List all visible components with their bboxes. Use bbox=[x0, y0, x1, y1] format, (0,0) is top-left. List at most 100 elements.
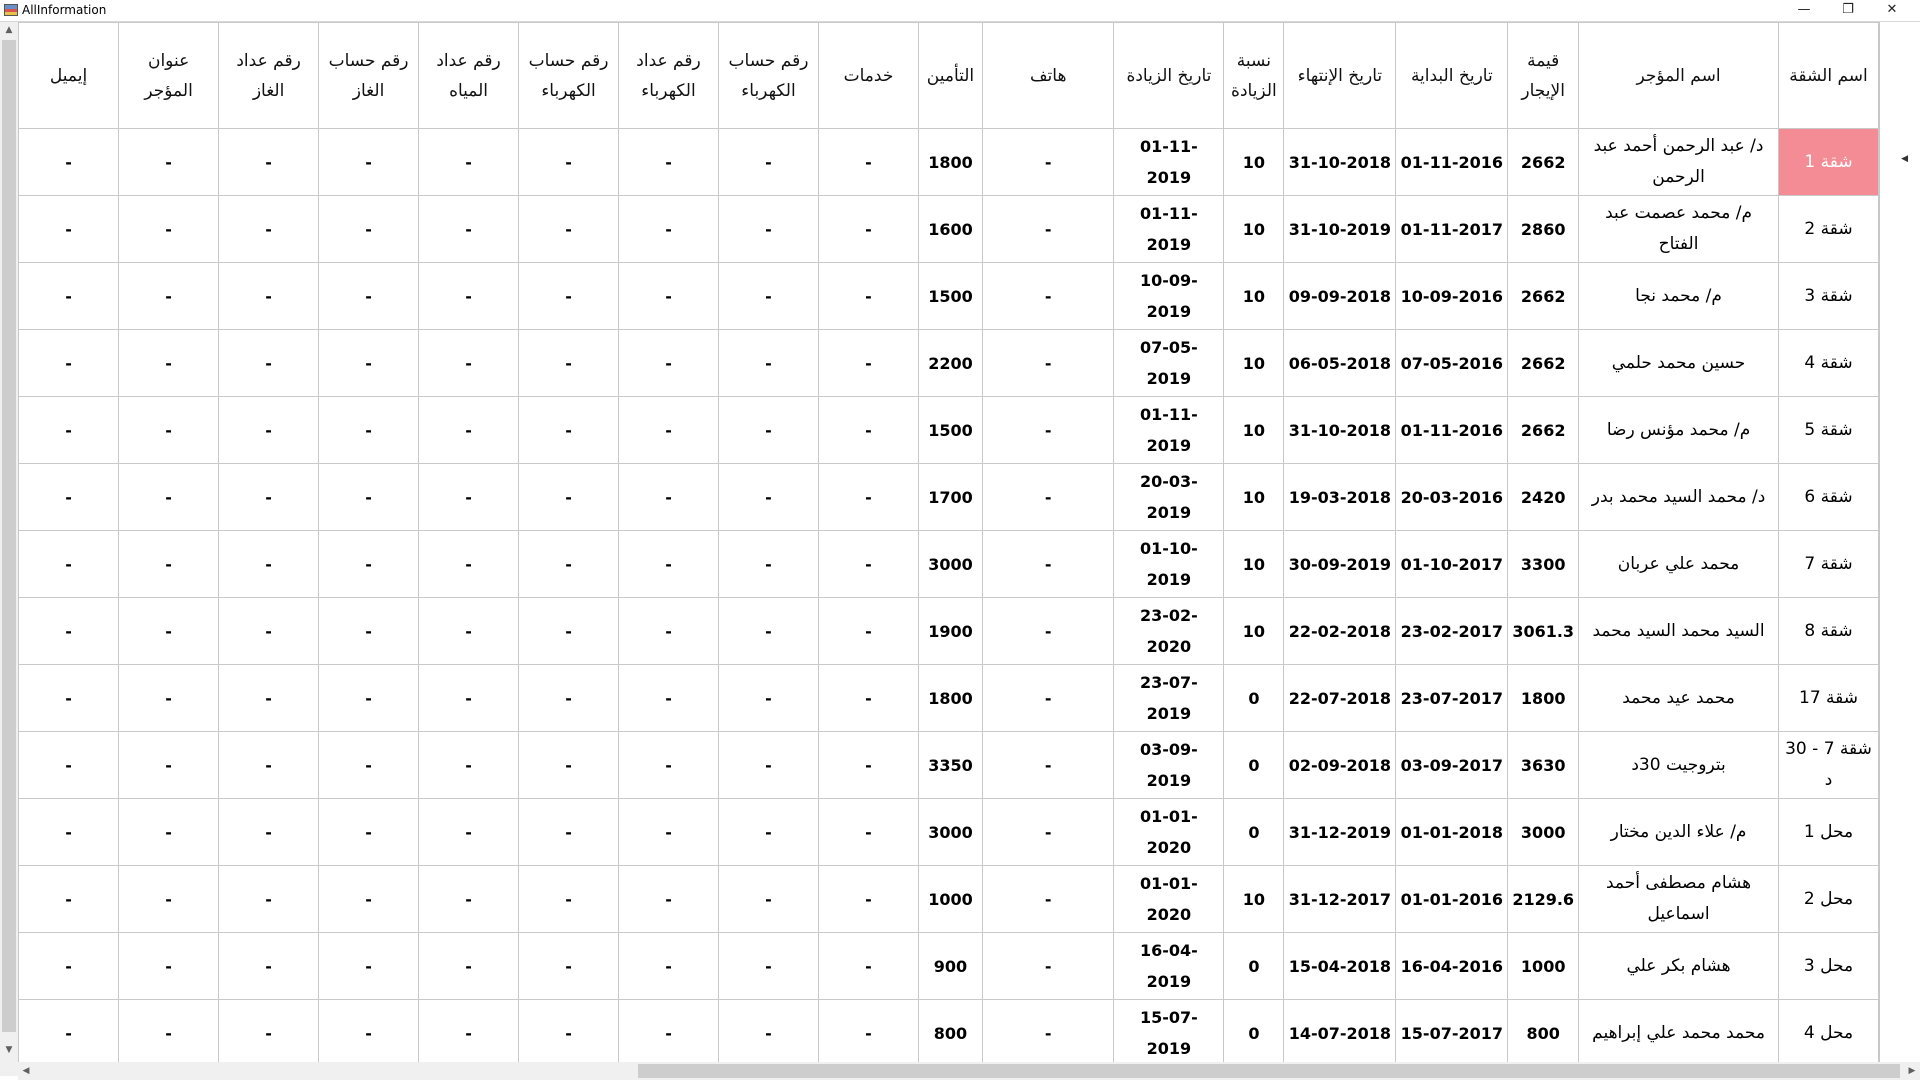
table-cell[interactable]: - bbox=[118, 262, 220, 330]
table-cell[interactable]: - bbox=[118, 664, 220, 732]
column-header[interactable]: رقم عداد المياه bbox=[418, 22, 520, 129]
table-row[interactable]: محل 1 م/ علاء الدين مختار 3000 01-01-2018 31… bbox=[18, 798, 1879, 866]
table-cell[interactable]: - bbox=[218, 195, 320, 263]
table-cell[interactable]: - bbox=[518, 262, 620, 330]
table-cell[interactable]: محمد محمد علي إبراهيم bbox=[1578, 999, 1780, 1062]
column-header[interactable]: رقم عداد الكهرباء bbox=[618, 22, 719, 129]
table-row[interactable]: محل 2 هشام مصطفى أحمد اسماعيل 2129.6 01-01-… bbox=[18, 865, 1879, 933]
table-cell[interactable]: - bbox=[518, 329, 620, 397]
table-cell[interactable]: شقة 1 bbox=[1778, 128, 1879, 196]
table-cell[interactable]: - bbox=[618, 396, 719, 464]
table-cell[interactable]: - bbox=[618, 128, 719, 196]
table-cell[interactable]: - bbox=[18, 865, 120, 933]
table-cell[interactable]: م/ محمد نجا bbox=[1578, 262, 1780, 330]
table-cell[interactable]: 0 bbox=[1223, 664, 1285, 732]
table-cell[interactable]: 10 bbox=[1223, 195, 1285, 263]
close-button[interactable]: ✕ bbox=[1886, 2, 1898, 17]
scroll-down-icon[interactable]: ▼ bbox=[5, 1045, 13, 1055]
table-cell[interactable]: 01-01-2016 bbox=[1395, 865, 1509, 933]
table-cell[interactable]: شقة 6 bbox=[1778, 463, 1879, 531]
column-header[interactable]: رقم عداد الغاز bbox=[218, 22, 320, 129]
table-cell[interactable]: - bbox=[318, 999, 420, 1062]
table-cell[interactable]: - bbox=[218, 396, 320, 464]
table-cell[interactable]: 16-04-2019 bbox=[1113, 932, 1225, 1000]
table-cell[interactable]: - bbox=[418, 664, 520, 732]
scroll-right-icon[interactable]: ▶ bbox=[1908, 1066, 1916, 1076]
column-header[interactable]: رقم حساب الكهرباء bbox=[718, 22, 819, 129]
table-cell[interactable]: 0 bbox=[1223, 798, 1285, 866]
table-cell[interactable]: - bbox=[981, 530, 1115, 598]
table-cell[interactable]: 03-09-2017 bbox=[1395, 731, 1509, 799]
table-cell[interactable]: 01-11-2016 bbox=[1395, 128, 1509, 196]
table-row[interactable]: شقة 6 د/ محمد السيد محمد بدر 2420 20-03-201… bbox=[18, 463, 1879, 531]
table-row[interactable]: محل 4 محمد محمد علي إبراهيم 800 15-07-2017 1… bbox=[18, 999, 1879, 1062]
column-header[interactable]: التأمين bbox=[917, 22, 983, 129]
vertical-scroll-thumb[interactable] bbox=[2, 40, 16, 1032]
table-cell[interactable]: - bbox=[318, 865, 420, 933]
table-cell[interactable]: - bbox=[618, 932, 719, 1000]
table-cell[interactable]: محل 4 bbox=[1778, 999, 1879, 1062]
table-cell[interactable]: 01-10-2017 bbox=[1395, 530, 1509, 598]
table-row[interactable]: شقة 4 حسين محمد حلمي 2662 07-05-2016 06-05-2… bbox=[18, 329, 1879, 397]
table-cell[interactable]: السيد محمد السيد محمد bbox=[1578, 597, 1780, 665]
table-cell[interactable]: محل 1 bbox=[1778, 798, 1879, 866]
column-header[interactable]: رقم حساب الكهرباء bbox=[518, 22, 620, 129]
table-cell[interactable]: 2200 bbox=[917, 329, 983, 397]
table-cell[interactable]: - bbox=[518, 999, 620, 1062]
table-cell[interactable]: - bbox=[618, 865, 719, 933]
table-cell[interactable]: 0 bbox=[1223, 731, 1285, 799]
table-cell[interactable]: - bbox=[981, 262, 1115, 330]
table-cell[interactable]: 3000 bbox=[917, 530, 983, 598]
table-cell[interactable]: - bbox=[118, 999, 220, 1062]
column-header[interactable]: عنوان المؤجر bbox=[118, 22, 220, 129]
table-cell[interactable]: - bbox=[518, 865, 620, 933]
table-cell[interactable]: - bbox=[817, 798, 919, 866]
table-cell[interactable]: - bbox=[118, 530, 220, 598]
column-header[interactable]: قيمة الإيجار bbox=[1507, 22, 1580, 129]
table-cell[interactable]: - bbox=[817, 329, 919, 397]
table-cell[interactable]: - bbox=[981, 664, 1115, 732]
table-cell[interactable]: 23-07-2019 bbox=[1113, 664, 1225, 732]
table-cell[interactable]: 10 bbox=[1223, 262, 1285, 330]
table-cell[interactable]: 800 bbox=[1507, 999, 1580, 1062]
table-cell[interactable]: - bbox=[318, 463, 420, 531]
table-cell[interactable]: - bbox=[418, 999, 520, 1062]
vertical-scrollbar[interactable]: ▲ ▼ bbox=[0, 22, 18, 1076]
column-header[interactable]: نسبة الزيادة bbox=[1223, 22, 1285, 129]
table-cell[interactable]: شقة 17 bbox=[1778, 664, 1879, 732]
table-cell[interactable]: - bbox=[518, 463, 620, 531]
table-cell[interactable]: - bbox=[981, 128, 1115, 196]
table-cell[interactable]: 01-01-2018 bbox=[1395, 798, 1509, 866]
table-cell[interactable]: - bbox=[118, 396, 220, 464]
table-cell[interactable]: د/ محمد السيد محمد بدر bbox=[1578, 463, 1780, 531]
table-cell[interactable]: 01-01-2020 bbox=[1113, 865, 1225, 933]
column-header[interactable]: رقم حساب الغاز bbox=[318, 22, 420, 129]
table-cell[interactable]: - bbox=[618, 664, 719, 732]
table-cell[interactable]: - bbox=[718, 530, 819, 598]
table-cell[interactable]: 22-07-2018 bbox=[1283, 664, 1397, 732]
table-cell[interactable]: 01-11-2019 bbox=[1113, 195, 1225, 263]
table-cell[interactable]: - bbox=[718, 262, 819, 330]
table-cell[interactable]: - bbox=[618, 731, 719, 799]
table-cell[interactable]: - bbox=[318, 195, 420, 263]
table-cell[interactable]: 09-09-2018 bbox=[1283, 262, 1397, 330]
table-cell[interactable]: 2662 bbox=[1507, 262, 1580, 330]
table-cell[interactable]: 900 bbox=[917, 932, 983, 1000]
horizontal-scroll-thumb[interactable] bbox=[638, 1064, 1900, 1078]
table-cell[interactable]: شقة 7 - 30 د bbox=[1778, 731, 1879, 799]
table-cell[interactable]: 10 bbox=[1223, 329, 1285, 397]
table-cell[interactable]: - bbox=[817, 865, 919, 933]
table-cell[interactable]: 10-09-2016 bbox=[1395, 262, 1509, 330]
table-cell[interactable]: 15-07-2017 bbox=[1395, 999, 1509, 1062]
column-header[interactable]: تاريخ الزيادة bbox=[1113, 22, 1225, 129]
table-cell[interactable]: 10 bbox=[1223, 865, 1285, 933]
table-cell[interactable]: - bbox=[18, 932, 120, 1000]
table-cell[interactable]: هشام بكر علي bbox=[1578, 932, 1780, 1000]
table-cell[interactable]: - bbox=[981, 597, 1115, 665]
table-cell[interactable]: 22-02-2018 bbox=[1283, 597, 1397, 665]
table-cell[interactable]: 2129.6 bbox=[1507, 865, 1580, 933]
table-cell[interactable]: 01-11-2019 bbox=[1113, 396, 1225, 464]
table-cell[interactable]: 03-09-2019 bbox=[1113, 731, 1225, 799]
table-cell[interactable]: - bbox=[318, 530, 420, 598]
column-header[interactable]: تاريخ الإنتهاء bbox=[1283, 22, 1397, 129]
